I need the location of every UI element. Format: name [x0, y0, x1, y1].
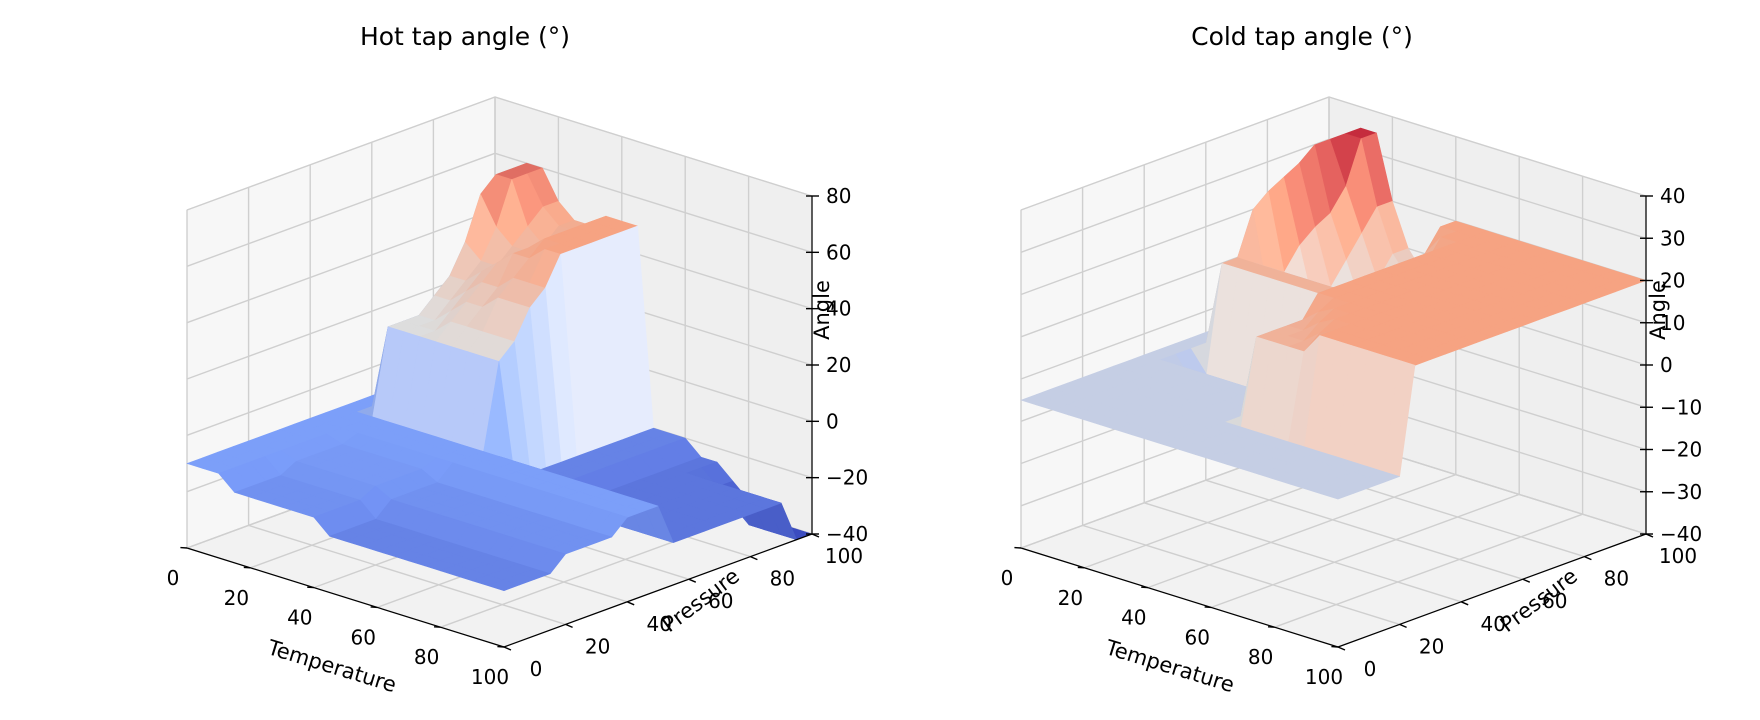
hot-tap-y-tick: [626, 601, 635, 606]
cold-tap-z-gridline: [1020, 138, 1647, 253]
hot-tap-z-tick-label: −20: [826, 466, 868, 490]
hot-tap-y-tick-label: 100: [825, 544, 863, 568]
hot-tap-x-tick-label: 80: [414, 645, 439, 669]
cold-tap-x-tick-label: 100: [1305, 665, 1343, 689]
hot-tap-y-axis-line: [503, 533, 813, 648]
cold-tap-y-tick-label: 0: [1364, 657, 1377, 681]
cold-tap-y-axis-line: [1337, 533, 1647, 648]
hot-tap-z-tick-label: 0: [826, 409, 839, 433]
hot-tap-z-gridline: [186, 96, 813, 211]
hot-tap-surface-cell: [487, 579, 520, 592]
hot-tap-z-axis-label: Angle: [810, 280, 834, 340]
cold-tap-y-tick-label: 80: [1604, 567, 1629, 591]
cold-tap-x-tick-label: 40: [1121, 606, 1146, 630]
cold-tap-z-tick-label: −40: [1660, 522, 1702, 546]
cold-tap-z-tick-label: 40: [1660, 184, 1685, 208]
hot-tap-z-tick-label: 20: [826, 353, 851, 377]
cold-tap-z-tick-label: 10: [1660, 311, 1685, 335]
cold-tap-z-tick-label: 0: [1660, 353, 1673, 377]
hot-tap-y-tick-label: 60: [708, 589, 733, 613]
cold-tap-x-axis-label: Temperature: [1102, 635, 1237, 697]
hot-tap-x-tick-label: 20: [224, 586, 249, 610]
hot-tap-z-tick-label: 60: [826, 240, 851, 264]
hot-tap-title: Hot tap angle (°): [360, 22, 570, 51]
cold-tap-y-tick: [1584, 555, 1592, 561]
hot-tap-z-gridline: [186, 152, 813, 267]
hot-tap-y-tick: [750, 555, 758, 561]
cold-tap-x-tick-label: 0: [1001, 566, 1014, 590]
hot-tap-x-tick-label: 100: [471, 665, 509, 689]
hot-tap-y-tick-label: 40: [646, 612, 671, 636]
cold-tap-surface-cell: [1321, 488, 1354, 500]
cold-tap-y-tick-label: 60: [1542, 589, 1567, 613]
hot-tap-z-tick-label: −40: [826, 522, 868, 546]
hot-tap-x-tick-label: 60: [350, 625, 375, 649]
cold-tap-y-tick-label: 100: [1659, 544, 1697, 568]
hot-tap-y-tick-label: 20: [585, 634, 610, 658]
hot-tap-x-axis-line: [186, 547, 505, 648]
cold-tap-z-tick-label: −20: [1660, 438, 1702, 462]
cold-tap-z-tick-label: 30: [1660, 226, 1685, 250]
hot-tap-y-tick: [565, 623, 573, 629]
cold-tap-y-tick-label: 40: [1480, 612, 1505, 636]
cold-tap-x-tick-label: 60: [1184, 625, 1209, 649]
hot-tap-y-tick: [688, 578, 697, 583]
cold-tap-y-tick: [1399, 623, 1407, 629]
cold-tap-z-tick-label: 20: [1660, 269, 1685, 293]
hot-tap-z-tick-label: 40: [826, 297, 851, 321]
hot-tap-y-tick: [503, 646, 512, 651]
cold-tap-z-tick-label: −30: [1660, 480, 1702, 504]
cold-tap-z-tick-label: −10: [1660, 395, 1702, 419]
cold-tap-x-tick-label: 80: [1248, 645, 1273, 669]
cold-tap-y-tick-label: 20: [1419, 634, 1444, 658]
cold-tap-title: Cold tap angle (°): [1191, 22, 1413, 51]
hot-tap-x-axis-label: Temperature: [264, 635, 399, 697]
cold-tap-z-gridline: [1020, 96, 1647, 211]
cold-tap-y-tick: [1460, 601, 1469, 606]
cold-tap-x-axis-line: [1020, 547, 1339, 648]
hot-tap-x-tick-label: 40: [287, 606, 312, 630]
hot-tap-y-tick-label: 80: [770, 567, 795, 591]
cold-tap-y-tick: [1522, 578, 1531, 583]
hot-tap-z-tick-label: 80: [826, 184, 851, 208]
hot-tap-x-tick-label: 0: [167, 566, 180, 590]
hot-tap-surface: [186, 162, 813, 592]
cold-tap-y-tick: [1337, 646, 1346, 651]
cold-tap-x-tick-label: 20: [1058, 586, 1083, 610]
cold-tap-surface: [1020, 127, 1647, 500]
hot-tap-y-tick-label: 0: [530, 657, 543, 681]
cold-tap-z-axis-label: Angle: [1646, 280, 1670, 340]
